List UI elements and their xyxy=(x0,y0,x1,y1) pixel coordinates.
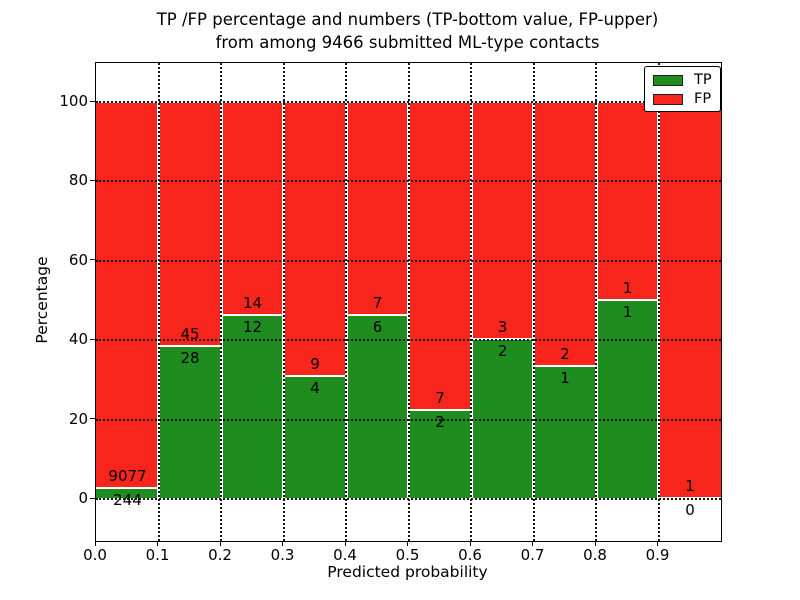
bar-boundary-edge-5 xyxy=(408,408,471,411)
bar-boundary-edge-4 xyxy=(346,313,409,316)
bar-segment-fp-0 xyxy=(96,102,159,499)
bar-segment-tp-3 xyxy=(283,376,346,499)
fp-count-label-1: 45 xyxy=(180,324,200,343)
tp-count-label-8: 1 xyxy=(622,302,633,321)
legend: TP FP xyxy=(644,66,721,112)
bar-boundary-edge-0 xyxy=(96,486,159,489)
xtick-mark-0.8 xyxy=(594,541,596,546)
ytick-mark-100 xyxy=(90,100,95,102)
xtick-mark-0.5 xyxy=(407,541,409,546)
ytick-mark-20 xyxy=(90,418,95,420)
ytick-mark-40 xyxy=(90,338,95,340)
bar-segment-tp-1 xyxy=(158,346,221,499)
gridline-x-0.1 xyxy=(157,63,160,541)
chart-title-line-1: TP /FP percentage and numbers (TP-bottom… xyxy=(156,10,659,29)
gridline-x-0.7 xyxy=(532,63,535,541)
tp-count-label-3: 4 xyxy=(310,378,320,397)
fp-count-label-9: 1 xyxy=(685,477,695,495)
xtick-label-0.5: 0.5 xyxy=(395,546,420,564)
bar-segment-tp-4 xyxy=(346,315,409,499)
xtick-mark-0.7 xyxy=(532,541,534,546)
fp-count-label-7: 2 xyxy=(560,344,570,363)
xtick-label-0.2: 0.2 xyxy=(208,546,232,564)
tp-count-label-7: 1 xyxy=(560,368,570,387)
ytick-mark-60 xyxy=(90,259,95,261)
gridline-x-0.8 xyxy=(595,63,597,541)
xtick-label-0.3: 0.3 xyxy=(270,546,295,564)
chart-title-line-2: from among 9466 submitted ML-type contac… xyxy=(215,33,600,52)
ytick-label-40: 40 xyxy=(68,330,88,349)
xtick-mark-0.4 xyxy=(344,541,346,546)
gridline-x-0.2 xyxy=(220,63,222,541)
fp-count-label-3: 9 xyxy=(310,354,320,373)
fp-count-label-6: 3 xyxy=(497,318,508,337)
ytick-label-20: 20 xyxy=(68,409,88,428)
tp-count-label-2: 12 xyxy=(242,317,263,336)
xtick-mark-0.9 xyxy=(657,541,659,546)
ytick-label-0: 0 xyxy=(78,489,88,507)
legend-label-tp: TP xyxy=(694,72,712,88)
xtick-label-0.1: 0.1 xyxy=(145,546,170,564)
fp-count-label-4: 7 xyxy=(372,293,383,312)
plot-area: 9077 244 45 28 14 12 9 4 7 6 7 2 3 2 2 1 1 1 1 0 xyxy=(95,62,722,542)
xtick-label-0.4: 0.4 xyxy=(333,546,357,564)
bar-segment-tp-0 xyxy=(96,488,159,499)
xtick-label-0.0: 0.0 xyxy=(83,546,107,564)
ytick-label-100: 100 xyxy=(59,92,88,110)
legend-item-fp: FP xyxy=(653,90,720,109)
fp-count-label-0: 9077 xyxy=(108,466,147,485)
x-axis-label: Predicted probability xyxy=(327,563,488,581)
bar-boundary-edge-2 xyxy=(221,313,284,316)
tp-count-label-6: 2 xyxy=(497,342,508,361)
gridline-x-0.9 xyxy=(657,63,660,541)
xtick-mark-0.0 xyxy=(94,541,96,546)
bar-boundary-edge-3 xyxy=(283,374,346,377)
bar-boundary-edge-7 xyxy=(533,364,596,367)
fp-count-label-5: 7 xyxy=(435,388,445,407)
gridline-x-0.3 xyxy=(282,63,285,541)
xtick-mark-0.6 xyxy=(469,541,471,546)
gridline-x-0.4 xyxy=(345,63,347,541)
tp-count-label-4: 6 xyxy=(372,317,383,336)
tp-count-label-1: 28 xyxy=(180,348,200,367)
bar-boundary-edge-8 xyxy=(596,298,659,301)
ytick-label-60: 60 xyxy=(68,250,88,269)
bar-segment-fp-9 xyxy=(658,102,721,499)
tp-count-label-5: 2 xyxy=(435,412,445,431)
legend-label-fp: FP xyxy=(694,91,712,107)
legend-item-tp: TP xyxy=(653,71,720,90)
bar-segment-tp-7 xyxy=(533,366,596,499)
xtick-label-0.8: 0.8 xyxy=(583,546,607,564)
bar-boundary-edge-1 xyxy=(158,344,221,347)
xtick-mark-0.1 xyxy=(157,541,159,546)
bar-segment-tp-2 xyxy=(221,315,284,499)
legend-swatch-fp xyxy=(653,94,683,105)
gridline-x-0.5 xyxy=(407,63,410,541)
ytick-mark-0 xyxy=(90,497,95,499)
xtick-label-0.6: 0.6 xyxy=(458,546,482,564)
xtick-label-0.9: 0.9 xyxy=(645,546,670,564)
bar-segment-tp-8 xyxy=(596,300,659,499)
fp-count-label-8: 1 xyxy=(622,278,633,297)
xtick-mark-0.3 xyxy=(282,541,284,546)
bar-segment-tp-5 xyxy=(408,410,471,499)
tp-count-label-0: 244 xyxy=(113,490,142,509)
tp-count-label-9: 0 xyxy=(685,501,695,519)
ytick-mark-80 xyxy=(90,179,95,182)
xtick-mark-0.2 xyxy=(219,541,221,546)
fp-count-label-2: 14 xyxy=(242,293,263,312)
gridline-x-0.6 xyxy=(470,63,472,541)
legend-swatch-tp xyxy=(653,75,683,86)
ytick-label-80: 80 xyxy=(68,171,88,190)
xtick-label-0.7: 0.7 xyxy=(520,546,545,564)
